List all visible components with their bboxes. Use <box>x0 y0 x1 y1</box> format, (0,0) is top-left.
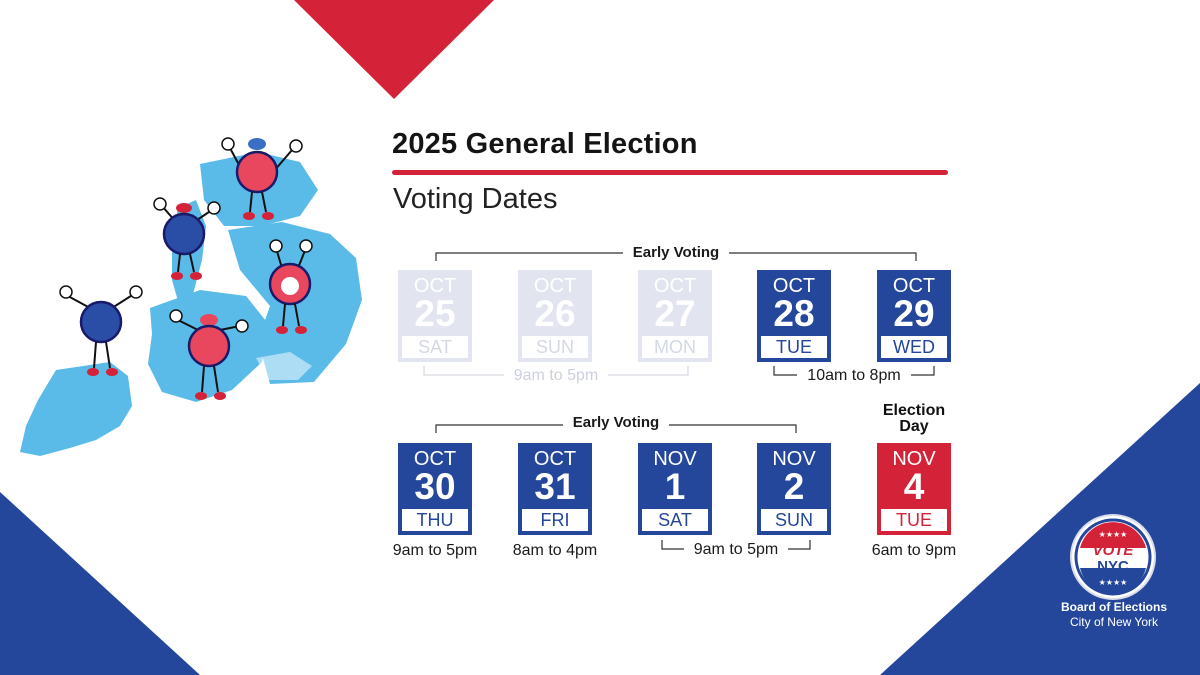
org-name-line1: Board of Elections <box>1060 600 1167 614</box>
date-card-oct-27: OCT 27 MON <box>638 270 712 362</box>
manhattan-mascot-icon <box>153 197 221 280</box>
date-day: 30 <box>414 466 456 507</box>
date-month: OCT <box>772 275 816 297</box>
brooklyn-mascot-icon <box>169 309 249 400</box>
date-card-nov-1: NOV 1 SAT <box>638 443 712 535</box>
title-underline <box>392 170 948 175</box>
date-month: OCT <box>413 448 457 470</box>
election-day-label-line1: Election <box>882 402 946 419</box>
date-month: OCT <box>533 448 577 470</box>
date-day: 28 <box>773 293 815 334</box>
date-weekday: SAT <box>642 509 708 531</box>
svg-text:★★★★: ★★★★ <box>1099 530 1128 539</box>
date-month: OCT <box>653 275 697 297</box>
date-weekday: FRI <box>522 509 588 531</box>
hours-nov-4: 6am to 9pm <box>871 542 957 559</box>
org-name-line2: City of New York <box>1069 615 1159 629</box>
hours-bracket-past: 9am to 5pm <box>423 366 689 386</box>
date-day: 25 <box>414 293 456 334</box>
date-day: 31 <box>534 466 576 507</box>
date-weekday: SAT <box>402 336 468 358</box>
hours-oct-28-29: 10am to 8pm <box>797 367 911 384</box>
hours-bracket-nov-1-2: 9am to 5pm <box>661 540 811 560</box>
date-card-oct-25: OCT 25 SAT <box>398 270 472 362</box>
bronx-mascot-icon <box>221 137 303 220</box>
svg-text:★★★★: ★★★★ <box>1099 578 1128 587</box>
date-weekday: SUN <box>761 509 827 531</box>
early-voting-label-row2: Early Voting <box>562 414 670 431</box>
date-card-nov-2: NOV 2 SUN <box>757 443 831 535</box>
hours-oct-30: 9am to 5pm <box>392 542 478 559</box>
date-weekday: THU <box>402 509 468 531</box>
date-weekday: TUE <box>881 509 947 531</box>
date-card-oct-28: OCT 28 TUE <box>757 270 831 362</box>
date-card-oct-26: OCT 26 SUN <box>518 270 592 362</box>
date-month: OCT <box>533 275 577 297</box>
election-day-label-line2: Day <box>899 418 929 435</box>
logo-text-nyc: NYC <box>1097 558 1129 575</box>
date-weekday: TUE <box>761 336 827 358</box>
date-month: NOV <box>772 448 816 470</box>
early-voting-bracket-row2: Early Voting <box>435 413 797 433</box>
hours-nov-1-2: 9am to 5pm <box>683 541 789 558</box>
queens-mascot-icon <box>268 239 313 334</box>
date-card-oct-29: OCT 29 WED <box>877 270 951 362</box>
date-month: NOV <box>892 448 936 470</box>
election-day-label: Election Day <box>862 403 966 435</box>
date-weekday: SUN <box>522 336 588 358</box>
date-weekday: MON <box>642 336 708 358</box>
vote-nyc-logo-icon: ★★★★ ★★★★ VOTE NYC <box>1072 516 1154 598</box>
early-voting-bracket-row1: Early Voting <box>435 243 917 263</box>
date-card-oct-30: OCT 30 THU <box>398 443 472 535</box>
date-day: 29 <box>893 293 935 334</box>
date-day: 1 <box>664 466 686 507</box>
logo-text-vote: VOTE <box>1093 542 1135 559</box>
date-month: NOV <box>653 448 697 470</box>
staten-island-shape <box>20 362 132 456</box>
date-day: 2 <box>783 466 805 507</box>
date-day: 4 <box>903 466 925 507</box>
page-title: 2025 General Election <box>392 128 698 160</box>
hours-oct-31: 8am to 4pm <box>512 542 598 559</box>
date-day: 27 <box>654 293 696 334</box>
early-voting-label-row1: Early Voting <box>622 244 730 261</box>
bottom-left-blue-triangle <box>0 492 200 675</box>
board-of-elections-text: Board of Elections City of New York <box>1050 600 1178 630</box>
nyc-map <box>20 137 362 456</box>
date-month: OCT <box>892 275 936 297</box>
date-month: OCT <box>413 275 457 297</box>
page-subtitle: Voting Dates <box>393 183 558 215</box>
date-card-oct-31: OCT 31 FRI <box>518 443 592 535</box>
hours-bracket-oct-28-29: 10am to 8pm <box>773 366 935 386</box>
staten-island-mascot-icon <box>59 285 143 376</box>
date-card-nov-4: NOV 4 TUE <box>877 443 951 535</box>
top-red-triangle <box>294 0 494 99</box>
bottom-right-blue-triangle <box>880 383 1200 675</box>
date-day: 26 <box>534 293 576 334</box>
date-weekday: WED <box>881 336 947 358</box>
hours-past-days: 9am to 5pm <box>503 367 609 384</box>
